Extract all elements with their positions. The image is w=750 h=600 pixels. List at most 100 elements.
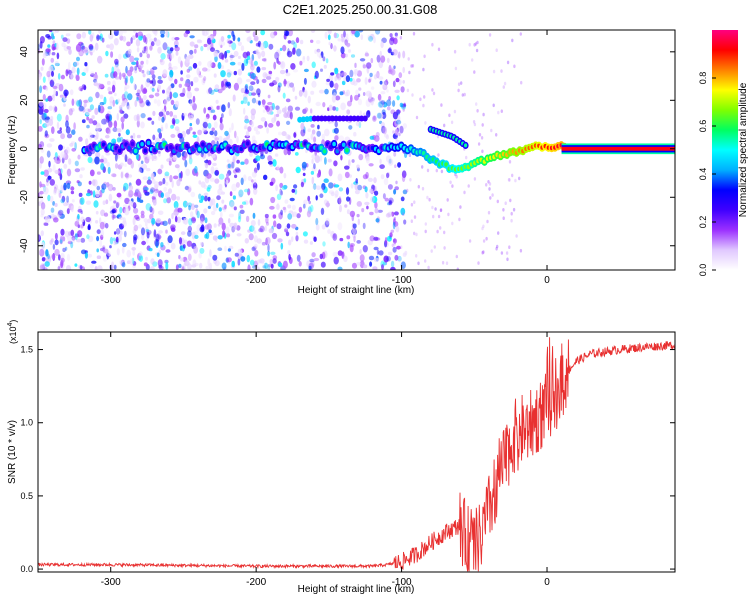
noise-speck xyxy=(324,88,329,95)
noise-speck xyxy=(80,249,87,255)
noise-speck xyxy=(54,106,58,113)
noise-speck xyxy=(520,80,523,85)
noise-speck xyxy=(174,215,178,223)
trace-core xyxy=(146,140,151,146)
noise-speck xyxy=(321,224,326,230)
noise-speck xyxy=(74,160,79,167)
noise-speck xyxy=(338,72,342,79)
noise-speck xyxy=(123,230,127,238)
noise-speck xyxy=(392,111,399,120)
noise-speck xyxy=(94,134,98,141)
noise-speck xyxy=(396,95,400,101)
noise-speck xyxy=(443,230,446,235)
noise-speck xyxy=(77,154,81,160)
noise-speck xyxy=(207,205,211,209)
noise-speck xyxy=(152,199,157,206)
noise-speck xyxy=(65,201,70,206)
noise-speck xyxy=(76,67,80,76)
noise-speck xyxy=(219,117,223,124)
noise-speck xyxy=(45,48,51,53)
noise-speck xyxy=(419,97,422,102)
noise-speck xyxy=(221,104,226,113)
noise-speck xyxy=(80,167,85,171)
noise-speck xyxy=(337,266,343,270)
noise-speck xyxy=(377,101,383,108)
noise-speck xyxy=(67,240,73,245)
noise-speck xyxy=(441,260,445,265)
noise-speck xyxy=(210,166,215,175)
noise-speck xyxy=(315,195,318,201)
noise-speck xyxy=(261,67,267,71)
noise-speck xyxy=(369,188,374,194)
noise-speck xyxy=(136,113,141,122)
noise-speck xyxy=(376,70,380,79)
noise-speck xyxy=(145,256,148,261)
noise-speck xyxy=(252,31,256,38)
noise-speck xyxy=(325,217,330,225)
noise-speck xyxy=(396,109,400,116)
noise-speck xyxy=(347,100,352,107)
noise-speck xyxy=(137,31,143,37)
noise-speck xyxy=(116,128,122,133)
noise-speck xyxy=(368,78,371,83)
noise-speck xyxy=(122,242,127,248)
noise-speck xyxy=(473,43,476,47)
noise-speck xyxy=(60,228,65,236)
noise-speck xyxy=(154,92,160,97)
noise-speck xyxy=(239,204,244,209)
noise-speck xyxy=(48,160,51,168)
noise-speck xyxy=(179,257,184,262)
upper-trace-point xyxy=(355,115,361,122)
noise-speck xyxy=(227,248,231,252)
noise-speck xyxy=(384,197,389,202)
noise-speck xyxy=(141,69,145,74)
noise-speck xyxy=(291,223,297,229)
noise-speck xyxy=(378,250,384,256)
noise-speck xyxy=(261,78,267,84)
noise-speck xyxy=(232,169,238,174)
noise-speck xyxy=(439,208,443,213)
noise-speck xyxy=(276,165,280,170)
noise-speck xyxy=(380,121,385,129)
noise-speck xyxy=(134,99,138,108)
noise-speck xyxy=(112,237,116,241)
noise-speck xyxy=(387,106,391,111)
noise-speck xyxy=(316,172,320,178)
noise-speck xyxy=(446,198,449,202)
noise-speck xyxy=(376,54,381,63)
noise-speck xyxy=(121,101,126,107)
noise-speck xyxy=(474,42,478,46)
noise-speck xyxy=(343,255,348,263)
noise-speck xyxy=(222,204,227,213)
noise-speck xyxy=(296,213,301,219)
noise-speck xyxy=(157,150,161,157)
noise-speck xyxy=(506,60,510,65)
noise-speck xyxy=(43,222,49,226)
noise-speck xyxy=(311,61,316,69)
noise-speck xyxy=(65,265,72,270)
noise-speck xyxy=(232,195,236,200)
noise-speck xyxy=(64,230,70,238)
noise-speck xyxy=(395,225,400,233)
noise-speck xyxy=(142,94,147,101)
noise-speck xyxy=(155,233,160,242)
noise-speck xyxy=(125,171,130,180)
noise-speck xyxy=(321,187,325,192)
noise-speck xyxy=(366,205,369,210)
noise-speck xyxy=(113,231,117,235)
noise-speck xyxy=(146,179,152,185)
upper-trace-point xyxy=(340,115,346,122)
noise-speck xyxy=(424,229,427,234)
noise-speck xyxy=(296,48,302,57)
noise-speck xyxy=(185,74,191,79)
noise-speck xyxy=(380,100,386,105)
noise-speck xyxy=(54,232,58,240)
noise-speck xyxy=(434,207,437,211)
noise-speck xyxy=(228,138,233,146)
noise-speck xyxy=(276,193,282,200)
noise-speck xyxy=(249,197,254,206)
noise-speck xyxy=(298,261,302,267)
noise-speck xyxy=(262,265,267,269)
noise-speck xyxy=(279,166,284,174)
noise-speck xyxy=(261,241,266,246)
